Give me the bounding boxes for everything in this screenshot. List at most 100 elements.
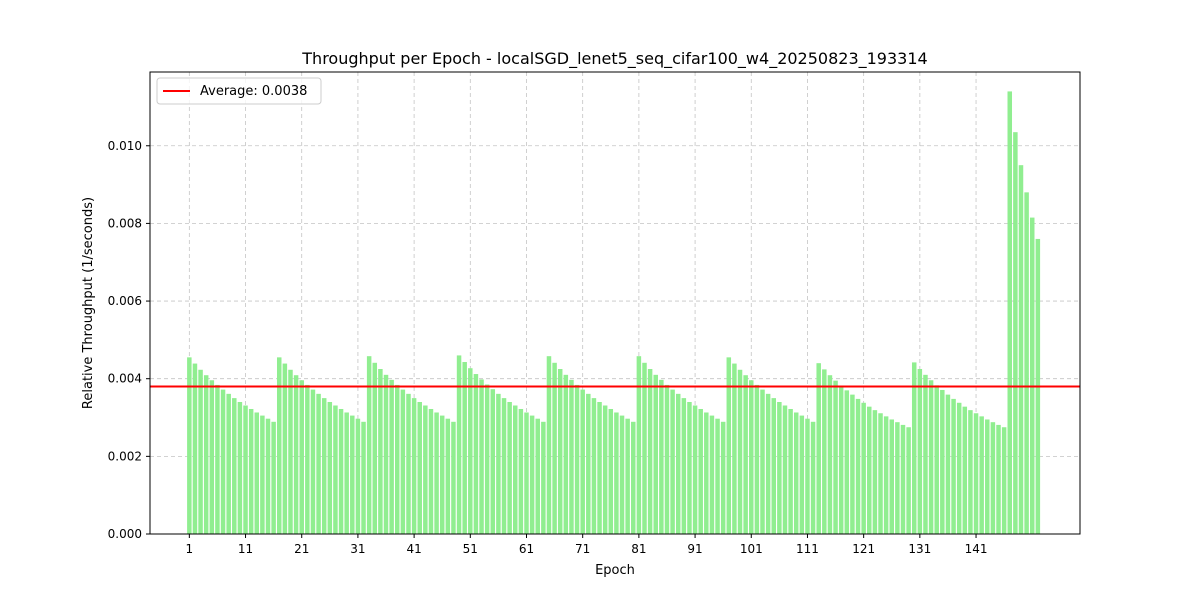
bar	[838, 385, 844, 534]
bar	[827, 375, 833, 534]
bar	[299, 380, 304, 534]
bar	[692, 405, 698, 534]
bar	[732, 363, 737, 534]
x-tick-label: 61	[519, 542, 534, 556]
legend-average-label: Average: 0.0038	[200, 84, 307, 99]
bar	[631, 421, 636, 534]
y-tick-label: 0.002	[108, 449, 142, 463]
legend-box	[156, 77, 322, 105]
bar	[260, 415, 265, 534]
bar	[872, 410, 878, 534]
bar	[619, 415, 625, 534]
bar	[715, 418, 720, 534]
bar	[434, 412, 439, 534]
bar	[1013, 132, 1018, 535]
bar	[468, 368, 473, 534]
x-tick-label: 121	[852, 542, 875, 556]
bar	[305, 384, 310, 534]
y-tick-label: 0.000	[108, 527, 142, 541]
bar	[861, 402, 866, 534]
bar	[327, 402, 333, 534]
bar	[501, 398, 507, 534]
chart-title: Throughput per Epoch - localSGD_lenet5_s…	[301, 49, 927, 69]
bar	[338, 408, 344, 534]
bar	[389, 379, 394, 534]
x-axis-title: Epoch	[595, 563, 635, 578]
y-tick-label: 0.004	[108, 372, 142, 386]
bar	[653, 374, 658, 534]
bar	[417, 402, 422, 534]
bar	[321, 398, 327, 534]
bar	[749, 380, 754, 534]
bar	[344, 412, 349, 534]
bar	[777, 402, 782, 534]
bar	[945, 394, 951, 534]
bar	[355, 418, 361, 534]
bar	[557, 369, 563, 534]
bar	[979, 416, 984, 534]
bar	[754, 384, 760, 534]
bar	[310, 389, 316, 534]
bar	[911, 362, 917, 534]
x-tick-label: 71	[575, 542, 590, 556]
bar	[788, 408, 793, 534]
bar	[546, 356, 552, 534]
bar	[833, 380, 838, 534]
bar	[771, 398, 776, 534]
x-tick-label: 141	[965, 542, 988, 556]
y-tick-label: 0.008	[108, 216, 142, 230]
bar	[411, 398, 417, 534]
bar	[220, 389, 226, 534]
bar	[597, 402, 602, 534]
bar	[793, 412, 799, 534]
bar	[187, 357, 192, 534]
bar	[507, 402, 512, 534]
bar	[720, 421, 726, 534]
bar	[990, 422, 996, 534]
bar	[850, 394, 855, 534]
bar	[395, 384, 400, 534]
bar	[518, 408, 524, 534]
bar	[940, 389, 945, 534]
x-tick-label: 111	[796, 542, 819, 556]
bar	[675, 393, 681, 534]
bar	[900, 424, 906, 534]
x-ticks-layer: 1 11 21 31 41 51 61 71 81 91 101 111 121 131 141	[186, 534, 988, 556]
bar	[248, 408, 254, 534]
bar	[293, 375, 299, 534]
bar	[647, 369, 653, 534]
bar	[192, 363, 198, 534]
bar	[456, 355, 462, 534]
bar	[681, 398, 687, 534]
bar	[400, 389, 406, 534]
bar	[586, 393, 591, 534]
bar	[636, 356, 642, 534]
bar	[580, 389, 585, 534]
bar	[513, 405, 518, 534]
bar	[962, 406, 968, 534]
bar	[889, 419, 894, 534]
bar	[366, 356, 372, 534]
bar	[215, 384, 220, 534]
bar	[765, 393, 771, 534]
bar	[563, 374, 569, 534]
bar	[574, 384, 580, 534]
bar	[822, 369, 827, 534]
bar	[810, 421, 816, 534]
bar	[591, 398, 597, 534]
bar	[844, 390, 850, 534]
bar	[985, 419, 990, 534]
bar	[659, 379, 664, 534]
x-tick-label: 11	[238, 542, 253, 556]
bar	[726, 357, 732, 534]
bar	[996, 424, 1001, 534]
bar	[737, 369, 743, 534]
bar	[473, 374, 479, 534]
bar	[906, 427, 911, 534]
bar	[383, 374, 389, 534]
bar	[968, 410, 973, 534]
bar	[1018, 165, 1024, 535]
bar	[428, 408, 434, 534]
x-tick-label: 131	[908, 542, 931, 556]
